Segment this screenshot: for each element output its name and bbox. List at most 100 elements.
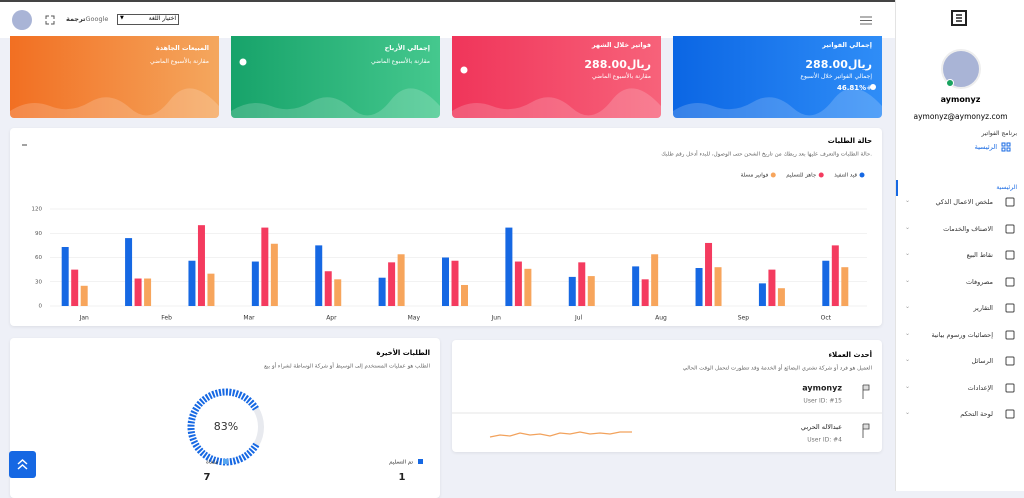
- bar: [188, 260, 196, 306]
- menu-item[interactable]: نقاط البيع ⌄: [905, 249, 1015, 263]
- stat-subtitle: مقارنة بالأسبوع الماضي: [149, 58, 209, 65]
- menu-item[interactable]: الرسائل ⌄: [905, 355, 1015, 369]
- legend-label: ملغاة: [206, 460, 218, 466]
- decor-wave: [231, 58, 440, 118]
- bar: [651, 254, 659, 306]
- google-label: Google: [85, 15, 109, 23]
- stat-icon: [870, 84, 876, 90]
- bar: [695, 268, 703, 306]
- menu-icon: [1005, 409, 1015, 419]
- x-tick-label: Jun: [491, 315, 502, 322]
- legend-label: قيد التنفيذ: [834, 173, 857, 179]
- bar: [397, 254, 405, 306]
- bar: [270, 243, 278, 306]
- chevron: ⌄: [905, 382, 911, 390]
- chevron: ⌄: [905, 223, 911, 231]
- chevron: ⌄: [905, 303, 911, 310]
- menu-label: إحصائيات ورسوم بيانية: [931, 330, 993, 339]
- bar: [451, 260, 459, 306]
- stat-icon: [239, 58, 247, 66]
- avatar[interactable]: [12, 10, 32, 30]
- card-title: الطلبات الأخيرة: [376, 348, 430, 357]
- logo: [951, 10, 967, 26]
- customers: أحدث العملاء العميل هو فرد أو شركة تشتري…: [452, 350, 882, 444]
- customer-name: عبدالاله الحربي: [801, 423, 842, 431]
- x-tick-label: Sep: [738, 315, 750, 322]
- wave: [231, 88, 440, 118]
- menu-item[interactable]: التقارير ⌄: [905, 302, 1015, 316]
- card-subtitle: الطلب هو عمليات المستخدم إلى الوسيط أو ش…: [264, 362, 430, 370]
- bar: [315, 245, 323, 306]
- icon-shape: [1005, 277, 1015, 286]
- menu-item[interactable]: الإعدادات ⌄: [905, 382, 1015, 396]
- chart-subtitle: حالة الطلبات والتعرف عليها بعد ربطك من ت…: [661, 150, 872, 158]
- bar: [822, 260, 830, 306]
- x-tick-label: Aug: [655, 315, 667, 322]
- x-tick-label: May: [408, 315, 421, 322]
- scroll-top-button[interactable]: [9, 451, 36, 478]
- bar: [777, 288, 785, 306]
- icon-shape: [1005, 303, 1015, 313]
- menu-item[interactable]: إحصائيات ورسوم بيانية ⌄: [905, 329, 1015, 343]
- bar: [461, 284, 468, 306]
- bar: [324, 271, 332, 306]
- bar: [197, 225, 205, 306]
- user-name: aymonyz: [940, 95, 981, 104]
- legend-label: جاهز للتسليم: [786, 173, 816, 179]
- sidebar: aymonyz aymonyz@aymonyz.com برنامج الفوا…: [895, 0, 1024, 491]
- stat-title: فواتير خلال الشهر: [591, 41, 651, 49]
- y-tick-label: 60: [35, 255, 42, 261]
- legend-label: تم التسليم: [389, 460, 413, 466]
- menu-icon: [1005, 356, 1015, 366]
- customer-id: User ID: #4: [807, 437, 842, 444]
- menu-toggle[interactable]: [860, 16, 872, 25]
- translate: ترجمةGoogle: [66, 15, 108, 23]
- bar: [207, 273, 215, 306]
- icon-shape: [1005, 224, 1015, 233]
- bar: [587, 276, 595, 306]
- bar: [514, 261, 522, 306]
- bar: [524, 268, 532, 306]
- menu-label: ملخص الاعمال الذكي: [935, 198, 994, 206]
- chevron: ⌄: [905, 250, 911, 257]
- bar: [641, 279, 649, 306]
- language-select[interactable]: اختيار اللغة ▼: [117, 14, 179, 25]
- bar: [134, 278, 142, 306]
- chevron: ⌄: [905, 409, 911, 416]
- menu-item[interactable]: ملخص الاعمال الذكي ⌄: [905, 196, 1015, 210]
- fullscreen-icon[interactable]: [45, 15, 55, 25]
- stat-title: إجمالي الفواتير: [822, 41, 872, 49]
- menu-item[interactable]: الاصناف والخدمات ⌄: [905, 223, 1015, 237]
- chart-card: حالة الطلبات حالة الطلبات والتعرف عليها …: [10, 128, 882, 326]
- stat-title: إجمالي الأرباح: [384, 44, 430, 52]
- legend-value: 7: [204, 472, 211, 483]
- legend-swatch: [770, 172, 776, 178]
- bar: [442, 257, 449, 306]
- gauge-track: [253, 407, 264, 446]
- stat-change: 46.81%+: [836, 84, 872, 92]
- bar: [632, 266, 640, 306]
- bar: [841, 267, 849, 306]
- user-avatar: [941, 49, 981, 89]
- gauge-arc: [187, 388, 260, 466]
- wave: [452, 88, 661, 118]
- menu-label: التقارير: [973, 304, 993, 312]
- x-tick-label: Jul: [574, 315, 583, 322]
- bar: [388, 262, 396, 306]
- stat-card: إجمالي الفواتير 288.00ريال إجمالي الفواتير…: [673, 36, 882, 118]
- menu-label: نقاط البيع: [966, 251, 993, 259]
- topbar: ترجمةGoogle اختيار اللغة ▼: [0, 0, 895, 38]
- chevron: ⌄: [905, 197, 911, 204]
- stat-card: فواتير خلال الشهر 288.00ريال مقارنة بالأسب…: [452, 36, 661, 118]
- home-link[interactable]: الرئيسية: [974, 143, 997, 151]
- menu-item[interactable]: مصروفات ⌄: [905, 276, 1015, 290]
- recent-orders: الطلبات الأخيرة الطلب هو عمليات المستخدم…: [187, 348, 430, 483]
- wave: [10, 88, 219, 118]
- menu-item[interactable]: لوحة التحكم ⌄: [905, 408, 1015, 422]
- bar: [758, 283, 766, 306]
- icon-shape: [1005, 356, 1015, 366]
- menu-label: لوحة التحكم: [960, 410, 993, 418]
- bar: [61, 246, 69, 306]
- customer-image: [862, 423, 870, 438]
- legend-label: فواتير مسلة: [741, 173, 769, 179]
